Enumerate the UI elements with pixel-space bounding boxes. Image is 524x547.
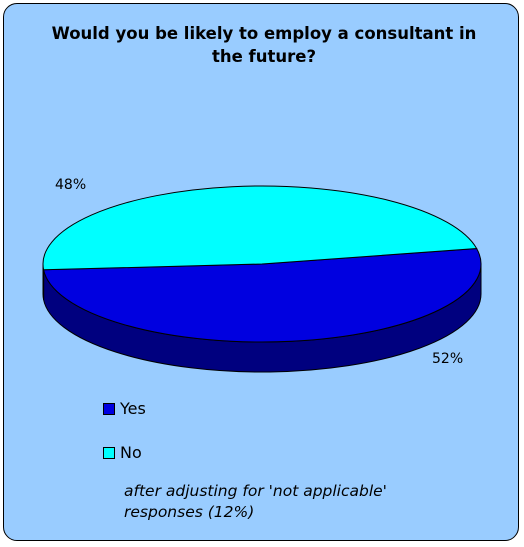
pie-slice-yes	[42, 247, 482, 343]
footnote: after adjusting for 'not applicable' res…	[124, 482, 387, 521]
legend-item-no: No	[103, 443, 142, 462]
slice-label-yes: 52%	[432, 351, 464, 367]
pie-slice-no	[42, 185, 478, 271]
slice-label-no: 48%	[55, 177, 87, 193]
legend-swatch-yes	[103, 402, 115, 415]
legend-item-yes: Yes	[103, 399, 146, 418]
chart-title: Would you be likely to employ a consulta…	[51, 24, 477, 66]
legend-label-no: No	[120, 443, 142, 462]
legend-label-yes: Yes	[120, 399, 146, 418]
legend-swatch-no	[103, 446, 115, 459]
